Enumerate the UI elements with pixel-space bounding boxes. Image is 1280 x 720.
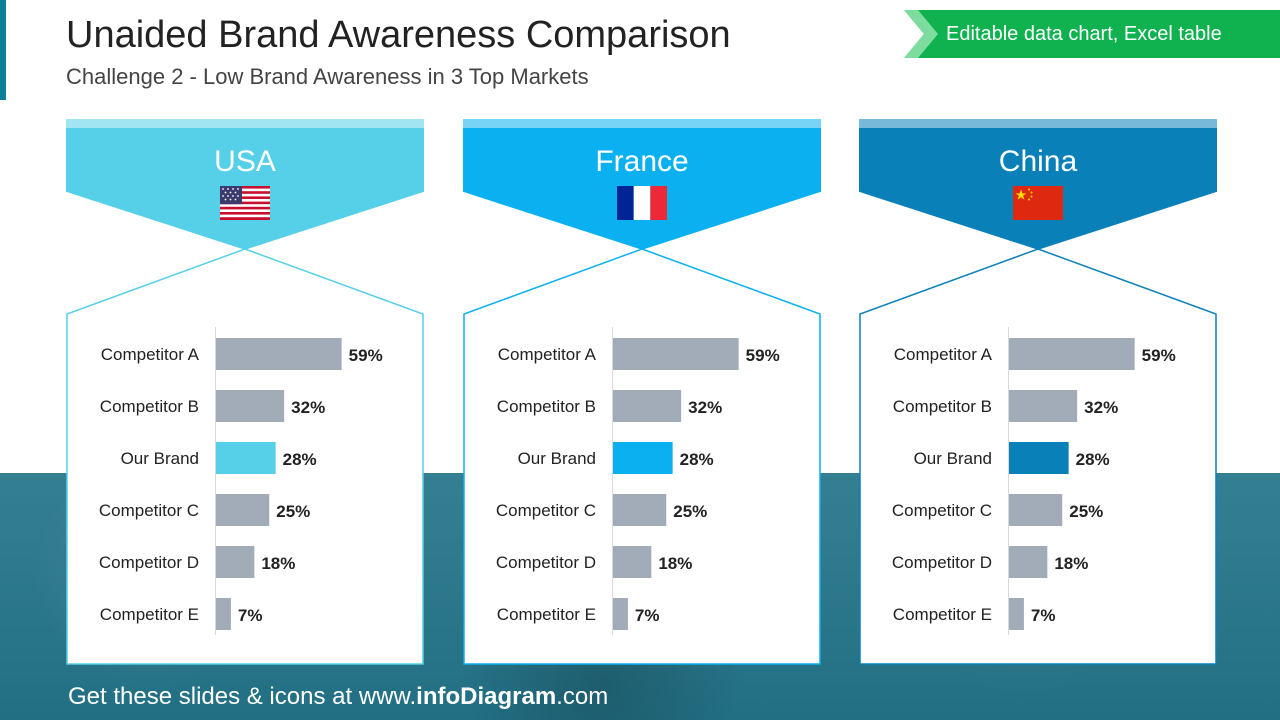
header-line-left [859, 190, 1039, 250]
header-line-right [641, 190, 821, 250]
category-label: Competitor E [100, 605, 199, 624]
bar-value-label: 59% [349, 346, 383, 365]
france-panel: France Competitor A 59% Competitor B 32% Our… [463, 119, 821, 665]
bar-value-label: 28% [680, 450, 714, 469]
page-title: Unaided Brand Awareness Comparison [66, 14, 731, 56]
category-label: Competitor B [497, 397, 596, 416]
bar-value-label: 28% [1076, 450, 1110, 469]
competitor-bar [1009, 546, 1048, 578]
accent-bar [0, 0, 6, 100]
category-label: Competitor A [894, 345, 993, 364]
competitor-bar [216, 338, 342, 370]
footer-prefix: Get these slides & icons at www. [68, 683, 417, 710]
china-flag-icon [1013, 186, 1063, 220]
bar-value-label: 59% [746, 346, 780, 365]
category-label: Our Brand [121, 449, 199, 468]
category-label: Our Brand [518, 449, 596, 468]
competitor-bar [613, 494, 667, 526]
footer-promo[interactable]: Get these slides & icons at www.infoDiag… [68, 683, 608, 711]
bar-value-label: 32% [291, 398, 325, 417]
category-label: Competitor A [498, 345, 597, 364]
our-brand-bar [1009, 442, 1069, 474]
competitor-bar [216, 598, 231, 630]
usa-panel: USA Competitor A 59% Competitor B 32% Our Br… [66, 119, 424, 665]
france-flag-icon [617, 186, 667, 220]
bar-value-label: 25% [1069, 502, 1103, 521]
our-brand-bar [216, 442, 276, 474]
category-label: Our Brand [914, 449, 992, 468]
badge-arrow-shape [904, 10, 1280, 58]
bar-value-label: 7% [635, 606, 660, 625]
competitor-bar [216, 494, 270, 526]
bar-value-label: 28% [283, 450, 317, 469]
usa-bar-chart: Competitor A 59% Competitor B 32% Our Brand 2… [99, 327, 383, 635]
competitor-bar [1009, 494, 1063, 526]
competitor-bar [613, 390, 682, 422]
bar-value-label: 59% [1142, 346, 1176, 365]
category-label: Competitor B [100, 397, 199, 416]
bar-value-label: 25% [276, 502, 310, 521]
header-line-right [244, 190, 424, 250]
bar-value-label: 18% [658, 554, 692, 573]
bar-value-label: 32% [1084, 398, 1118, 417]
competitor-bar [1009, 338, 1135, 370]
badge-label: Editable data chart, Excel table [946, 23, 1222, 45]
competitor-bar [613, 338, 739, 370]
page-subtitle: Challenge 2 - Low Brand Awareness in 3 T… [66, 64, 589, 89]
country-title-usa: USA [214, 145, 276, 178]
category-label: Competitor C [99, 501, 199, 520]
category-label: Competitor D [496, 553, 596, 572]
bar-value-label: 7% [1031, 606, 1056, 625]
category-label: Competitor B [893, 397, 992, 416]
country-title-france: France [595, 145, 689, 178]
category-label: Competitor E [893, 605, 992, 624]
bar-value-label: 7% [238, 606, 263, 625]
competitor-bar [1009, 598, 1024, 630]
category-label: Competitor D [99, 553, 199, 572]
category-label: Competitor C [892, 501, 992, 520]
competitor-bar [1009, 390, 1078, 422]
usa-flag-icon [220, 186, 270, 220]
header-line-left [463, 190, 643, 250]
competitor-bar [613, 598, 628, 630]
france-bar-chart: Competitor A 59% Competitor B 32% Our Brand 2… [496, 327, 780, 635]
bar-value-label: 18% [261, 554, 295, 573]
header-line-left [66, 190, 246, 250]
category-label: Competitor C [496, 501, 596, 520]
header-top-strip [463, 119, 821, 128]
header-top-strip [859, 119, 1217, 128]
header-top-strip [66, 119, 424, 128]
country-title-china: China [998, 145, 1078, 178]
bar-value-label: 18% [1054, 554, 1088, 573]
china-panel: China Competitor A 59% Competitor B 32% Our … [859, 119, 1217, 665]
bar-value-label: 32% [688, 398, 722, 417]
competitor-bar [613, 546, 652, 578]
footer-suffix: .com [556, 683, 609, 710]
header-line-right [1037, 190, 1217, 250]
category-label: Competitor E [497, 605, 596, 624]
china-bar-chart: Competitor A 59% Competitor B 32% Our Brand 2… [892, 327, 1176, 635]
competitor-bar [216, 546, 255, 578]
category-label: Competitor A [101, 345, 200, 364]
competitor-bar [216, 390, 285, 422]
category-label: Competitor D [892, 553, 992, 572]
footer-brand: infoDiagram [416, 683, 557, 710]
bar-value-label: 25% [673, 502, 707, 521]
our-brand-bar [613, 442, 673, 474]
editable-chart-badge[interactable]: Editable data chart, Excel table [904, 10, 1280, 58]
